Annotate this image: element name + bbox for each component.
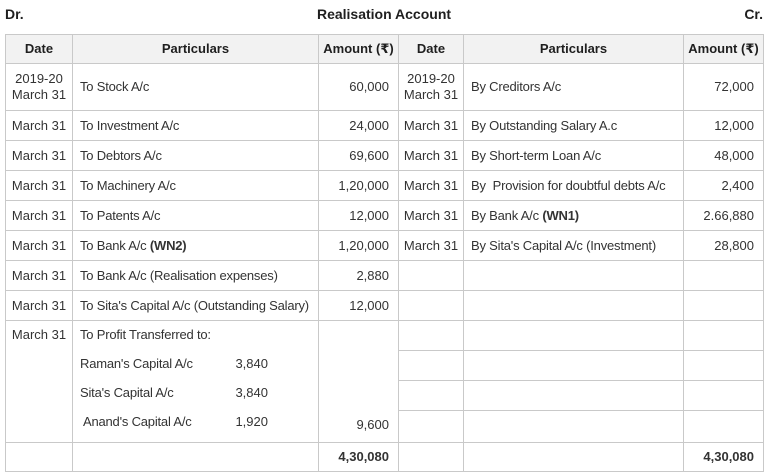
total-amount-debit: 4,30,080 xyxy=(318,442,399,472)
profit-entry: Sita's Capital A/c 3,840 xyxy=(80,385,268,400)
cr-label: Cr. xyxy=(744,6,763,22)
header-amount-credit: Amount (₹) xyxy=(683,34,764,64)
table-row: March 31 To Machinery A/c 1,20,000 March… xyxy=(5,170,764,201)
particulars-cell: By Short-term Loan A/c xyxy=(463,140,684,171)
amount-cell: 60,000 xyxy=(318,63,399,111)
particulars-cell: To Machinery A/c xyxy=(72,170,319,201)
date-cell: March 31 xyxy=(5,200,73,231)
profit-entry: Anand's Capital A/c 1,920 xyxy=(83,414,268,429)
amount-cell: 48,000 xyxy=(683,140,764,171)
particulars-cell: To Sita's Capital A/c (Outstanding Salar… xyxy=(72,290,319,321)
account-title-bar: Dr. Realisation Account Cr. xyxy=(0,0,768,30)
date-cell: March 31 xyxy=(5,230,73,261)
table-header-row: Date Particulars Amount (₹) Date Particu… xyxy=(5,34,764,64)
empty-date-cell xyxy=(398,350,464,381)
particulars-cell: To Bank A/c (Realisation expenses) xyxy=(72,260,319,291)
header-amount-debit: Amount (₹) xyxy=(318,34,399,64)
particulars-cell: By Sita's Capital A/c (Investment) xyxy=(463,230,684,261)
header-date-debit: Date xyxy=(5,34,73,64)
empty-particulars-cell xyxy=(72,442,319,472)
amount-cell: 1,20,000 xyxy=(318,170,399,201)
table-total-row: 4,30,080 4,30,080 xyxy=(5,442,764,472)
amount-cell: 2,880 xyxy=(318,260,399,291)
empty-amount-cell xyxy=(683,410,764,443)
header-particulars-credit: Particulars xyxy=(463,34,684,64)
table-row: March 31 To Bank A/c (WN2) 1,20,000 Marc… xyxy=(5,230,764,261)
table-row-profit: March 31 To Profit Transferred to: Raman… xyxy=(5,320,764,443)
table-row xyxy=(6,380,764,411)
table-row: March 31 To Investment A/c 24,000 March … xyxy=(5,110,764,141)
page-title: Realisation Account xyxy=(316,6,452,22)
date-cell: March 31 xyxy=(398,110,464,141)
profit-heading: To Profit Transferred to: xyxy=(80,327,211,342)
particulars-cell: By Creditors A/c xyxy=(463,63,684,111)
particulars-cell: To Bank A/c (WN2) xyxy=(72,230,319,261)
dr-label: Dr. xyxy=(5,6,24,22)
table-row: March 31 To Bank A/c (Realisation expens… xyxy=(5,260,764,291)
amount-cell: 12,000 xyxy=(318,290,399,321)
profit-entry: Raman's Capital A/c 3,840 xyxy=(80,356,268,371)
date-cell: March 31 xyxy=(5,110,73,141)
amount-cell: 9,600 xyxy=(318,320,399,443)
date-cell: March 31 xyxy=(5,290,73,321)
date-cell: 2019-20 March 31 xyxy=(398,63,464,111)
empty-date-cell xyxy=(398,410,464,443)
particulars-cell: By Outstanding Salary A.c xyxy=(463,110,684,141)
date-cell: March 31 xyxy=(5,170,73,201)
profit-particulars-cell: To Profit Transferred to: Raman's Capita… xyxy=(72,320,319,443)
amount-cell: 72,000 xyxy=(683,63,764,111)
empty-amount-cell xyxy=(683,350,764,381)
empty-date-cell xyxy=(398,380,464,411)
empty-amount-cell xyxy=(683,320,764,351)
particulars-cell: To Debtors A/c xyxy=(72,140,319,171)
table-row: March 31 To Debtors A/c 69,600 March 31 … xyxy=(5,140,764,171)
table-row xyxy=(6,410,764,443)
empty-particulars-cell xyxy=(463,442,684,472)
header-date-credit: Date xyxy=(398,34,464,64)
empty-date-cell xyxy=(5,442,73,472)
empty-particulars-cell xyxy=(463,260,684,291)
amount-cell: 1,20,000 xyxy=(318,230,399,261)
empty-date-cell xyxy=(398,442,464,472)
date-cell: March 31 xyxy=(5,140,73,171)
empty-particulars-cell xyxy=(463,320,684,351)
header-particulars-debit: Particulars xyxy=(72,34,319,64)
table-row: 2019-20 March 31 To Stock A/c 60,000 2019… xyxy=(5,63,764,111)
amount-cell: 24,000 xyxy=(318,110,399,141)
date-cell: March 31 xyxy=(5,260,73,291)
empty-amount-cell xyxy=(683,290,764,321)
account-table: Date Particulars Amount (₹) Date Particu… xyxy=(5,34,764,472)
total-amount-credit: 4,30,080 xyxy=(683,442,764,472)
empty-amount-cell xyxy=(683,380,764,411)
empty-particulars-cell xyxy=(463,350,684,381)
amount-cell: 69,600 xyxy=(318,140,399,171)
empty-particulars-cell xyxy=(463,410,684,443)
amount-cell: 2.66,880 xyxy=(683,200,764,231)
particulars-cell: To Investment A/c xyxy=(72,110,319,141)
date-cell: March 31 xyxy=(398,140,464,171)
date-cell: March 31 xyxy=(398,200,464,231)
date-cell: March 31 xyxy=(398,170,464,201)
empty-particulars-cell xyxy=(463,380,684,411)
empty-date-cell xyxy=(398,320,464,351)
table-row: March 31 To Patents A/c 12,000 March 31 … xyxy=(5,200,764,231)
amount-cell: 28,800 xyxy=(683,230,764,261)
table-row: March 31 To Sita's Capital A/c (Outstand… xyxy=(5,290,764,321)
amount-cell: 2,400 xyxy=(683,170,764,201)
particulars-cell: By Bank A/c (WN1) xyxy=(463,200,684,231)
date-cell: March 31 xyxy=(398,230,464,261)
amount-cell: 12,000 xyxy=(318,200,399,231)
empty-date-cell xyxy=(398,290,464,321)
particulars-cell: To Patents A/c xyxy=(72,200,319,231)
empty-amount-cell xyxy=(683,260,764,291)
particulars-cell: To Stock A/c xyxy=(72,63,319,111)
date-cell: March 31 xyxy=(5,320,73,443)
amount-cell: 12,000 xyxy=(683,110,764,141)
particulars-cell: By Provision for doubtful debts A/c xyxy=(463,170,684,201)
date-cell: 2019-20 March 31 xyxy=(5,63,73,111)
empty-particulars-cell xyxy=(463,290,684,321)
empty-date-cell xyxy=(398,260,464,291)
